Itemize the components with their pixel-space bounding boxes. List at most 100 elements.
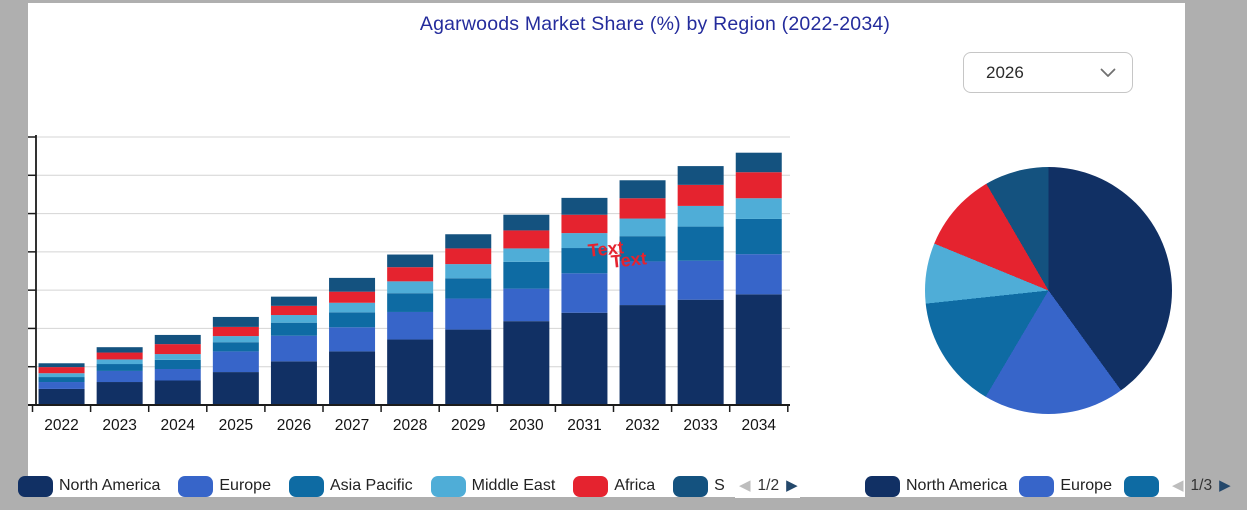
bar-segment-2031-middle-east[interactable] xyxy=(561,233,608,249)
bar-segment-2034-north-america[interactable] xyxy=(735,294,782,405)
bar-segment-2023-north-america[interactable] xyxy=(96,382,143,405)
bar-segment-2029-europe[interactable] xyxy=(445,298,492,330)
bar-segment-2027-asia-pacific[interactable] xyxy=(329,312,376,328)
bar-segment-2027-middle-east[interactable] xyxy=(329,302,376,313)
bar-segment-2033-middle-east[interactable] xyxy=(677,205,724,227)
bar-segment-2028-africa[interactable] xyxy=(387,267,434,282)
bar-segment-2025-s[interactable] xyxy=(212,316,259,327)
bar-segment-2033-north-america[interactable] xyxy=(677,299,724,405)
bar-legend-page-indicator: 1/2 xyxy=(757,477,780,494)
bar-segment-2030-asia-pacific[interactable] xyxy=(503,261,550,289)
bar-segment-2025-middle-east[interactable] xyxy=(212,336,259,343)
legend-item-north-america[interactable]: North America xyxy=(18,475,160,497)
bar-segment-2026-europe[interactable] xyxy=(270,335,317,362)
bar-segment-2029-s[interactable] xyxy=(445,234,492,249)
bar-segment-2028-asia-pacific[interactable] xyxy=(387,293,434,312)
bar-segment-2030-middle-east[interactable] xyxy=(503,248,550,262)
legend-item-africa[interactable]: Africa xyxy=(573,475,655,497)
bar-segment-2022-asia-pacific[interactable] xyxy=(38,377,85,383)
legend-item-s[interactable]: S xyxy=(673,475,725,497)
bar-segment-2034-africa[interactable] xyxy=(735,172,782,199)
bar-segment-2028-middle-east[interactable] xyxy=(387,281,434,294)
bar-segment-2029-asia-pacific[interactable] xyxy=(445,278,492,299)
bar-segment-2030-north-america[interactable] xyxy=(503,321,550,405)
bar-segment-2023-asia-pacific[interactable] xyxy=(96,364,143,371)
x-axis-label: 2032 xyxy=(625,417,659,434)
bar-segment-2025-africa[interactable] xyxy=(212,326,259,337)
bar-segment-2025-north-america[interactable] xyxy=(212,372,259,405)
bar-segment-2032-asia-pacific[interactable] xyxy=(619,236,666,262)
bar-segment-2033-europe[interactable] xyxy=(677,260,724,300)
legend-item-asia-pacific[interactable]: Asia Pacific xyxy=(288,475,413,497)
bar-segment-2030-europe[interactable] xyxy=(503,288,550,322)
bar-segment-2027-north-america[interactable] xyxy=(329,351,376,405)
bar-segment-2024-middle-east[interactable] xyxy=(154,354,201,360)
bar-segment-2024-europe[interactable] xyxy=(154,369,201,381)
bar-segment-2028-north-america[interactable] xyxy=(387,339,434,405)
bar-segment-2023-africa[interactable] xyxy=(96,352,143,360)
bar-segment-2022-north-america[interactable] xyxy=(38,388,85,405)
bar-legend-next-page-icon[interactable]: ▶ xyxy=(786,477,798,494)
bar-segment-2034-asia-pacific[interactable] xyxy=(735,218,782,255)
bar-segment-2032-europe[interactable] xyxy=(619,261,666,306)
legend-item-middle-east[interactable]: Middle East xyxy=(430,475,555,497)
bar-segment-2023-middle-east[interactable] xyxy=(96,359,143,365)
bar-segment-2033-africa[interactable] xyxy=(677,184,724,206)
legend-item-north-america[interactable]: North America xyxy=(865,475,1007,497)
legend-label: S xyxy=(714,477,725,494)
bar-segment-2031-asia-pacific[interactable] xyxy=(561,248,608,274)
bar-segment-2026-africa[interactable] xyxy=(270,305,317,316)
bar-segment-2026-asia-pacific[interactable] xyxy=(270,322,317,336)
bar-segment-2023-s[interactable] xyxy=(96,347,143,353)
year-dropdown-value: 2026 xyxy=(986,62,1024,82)
bar-segment-2033-asia-pacific[interactable] xyxy=(677,226,724,261)
bar-segment-2034-s[interactable] xyxy=(735,152,782,173)
bar-segment-2025-asia-pacific[interactable] xyxy=(212,342,259,352)
bar-segment-2022-s[interactable] xyxy=(38,363,85,368)
legend-label: Europe xyxy=(1060,477,1112,494)
bar-segment-2034-middle-east[interactable] xyxy=(735,198,782,219)
bar-segment-2022-africa[interactable] xyxy=(38,367,85,374)
bar-segment-2031-europe[interactable] xyxy=(561,273,608,313)
bar-segment-2024-s[interactable] xyxy=(154,334,201,345)
bar-segment-2033-s[interactable] xyxy=(677,166,724,185)
bar-segment-2029-north-america[interactable] xyxy=(445,329,492,405)
bar-segment-2032-s[interactable] xyxy=(619,180,666,199)
bar-segment-2027-africa[interactable] xyxy=(329,291,376,303)
bar-segment-2032-middle-east[interactable] xyxy=(619,218,666,237)
bar-segment-2031-s[interactable] xyxy=(561,197,608,215)
bar-segment-2026-s[interactable] xyxy=(270,296,317,306)
bar-segment-2026-north-america[interactable] xyxy=(270,361,317,405)
bar-segment-2022-middle-east[interactable] xyxy=(38,373,85,378)
pie-chart[interactable] xyxy=(925,167,1172,414)
year-dropdown[interactable]: 2026 xyxy=(963,52,1133,93)
bar-segment-2024-north-america[interactable] xyxy=(154,380,201,405)
bar-segment-2029-africa[interactable] xyxy=(445,248,492,265)
bar-segment-2024-africa[interactable] xyxy=(154,344,201,355)
pie-legend-pagination: ◀ 1/3 ▶ xyxy=(1172,474,1231,498)
pie-legend-prev-page-icon[interactable]: ◀ xyxy=(1172,477,1184,494)
legend-item-region[interactable] xyxy=(1123,475,1159,497)
bar-segment-2031-africa[interactable] xyxy=(561,214,608,234)
bar-segment-2027-s[interactable] xyxy=(329,277,376,292)
bar-segment-2028-s[interactable] xyxy=(387,254,434,268)
bar-segment-2022-europe[interactable] xyxy=(38,382,85,389)
bar-segment-2030-s[interactable] xyxy=(503,214,550,231)
legend-item-europe[interactable]: Europe xyxy=(178,475,271,497)
bar-segment-2032-north-america[interactable] xyxy=(619,305,666,405)
bar-segment-2024-asia-pacific[interactable] xyxy=(154,359,201,370)
bar-segment-2031-north-america[interactable] xyxy=(561,312,608,405)
bar-segment-2027-europe[interactable] xyxy=(329,327,376,352)
legend-item-europe[interactable]: Europe xyxy=(1019,475,1112,497)
bar-segment-2030-africa[interactable] xyxy=(503,230,550,249)
bar-segment-2028-europe[interactable] xyxy=(387,311,434,340)
bar-segment-2025-europe[interactable] xyxy=(212,351,259,373)
bar-segment-2023-europe[interactable] xyxy=(96,370,143,383)
pie-legend-next-page-icon[interactable]: ▶ xyxy=(1219,477,1231,494)
bar-segment-2032-africa[interactable] xyxy=(619,198,666,219)
bar-segment-2026-middle-east[interactable] xyxy=(270,315,317,323)
bar-segment-2034-europe[interactable] xyxy=(735,254,782,295)
bar-segment-2029-middle-east[interactable] xyxy=(445,264,492,279)
bar-legend-prev-page-icon[interactable]: ◀ xyxy=(739,477,751,494)
